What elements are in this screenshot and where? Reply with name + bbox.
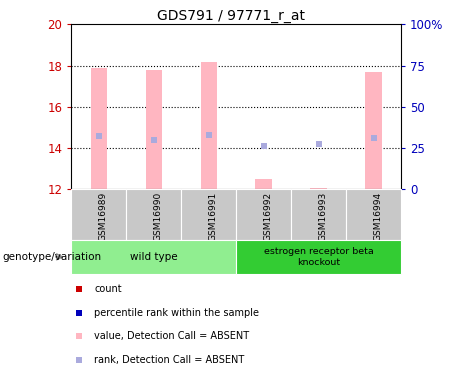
Point [205,132,213,138]
Text: percentile rank within the sample: percentile rank within the sample [95,308,260,318]
Bar [366,72,382,189]
Text: count: count [95,284,122,294]
Text: genotype/variation: genotype/variation [2,252,101,262]
Bar [201,62,217,189]
Text: estrogen receptor beta
knockout: estrogen receptor beta knockout [264,247,373,267]
Point [95,133,103,139]
Text: GSM16993: GSM16993 [319,192,328,241]
Bar [91,68,107,189]
Text: GSM16991: GSM16991 [209,192,218,241]
Bar [255,179,272,189]
Point [75,357,82,363]
Bar [71,240,236,274]
Text: GDS791 / 97771_r_at: GDS791 / 97771_r_at [156,9,305,23]
Bar [126,189,181,240]
Point [260,143,267,149]
Point [150,137,158,143]
Text: GSM16994: GSM16994 [373,192,383,241]
Text: GSM16990: GSM16990 [154,192,163,241]
Text: wild type: wild type [130,252,177,262]
Text: value, Detection Call = ABSENT: value, Detection Call = ABSENT [95,331,249,341]
Point [75,310,82,316]
Bar [310,188,327,189]
Text: GSM16992: GSM16992 [264,192,273,241]
Bar [146,70,162,189]
Point [315,141,322,147]
Bar [346,189,401,240]
Point [370,135,377,141]
Bar [71,189,126,240]
Bar [181,189,236,240]
Text: GSM16989: GSM16989 [99,192,108,241]
Point [75,286,82,292]
Bar [291,189,346,240]
Point [75,333,82,339]
Bar [236,189,291,240]
Bar [236,240,401,274]
Text: rank, Detection Call = ABSENT: rank, Detection Call = ABSENT [95,354,245,364]
